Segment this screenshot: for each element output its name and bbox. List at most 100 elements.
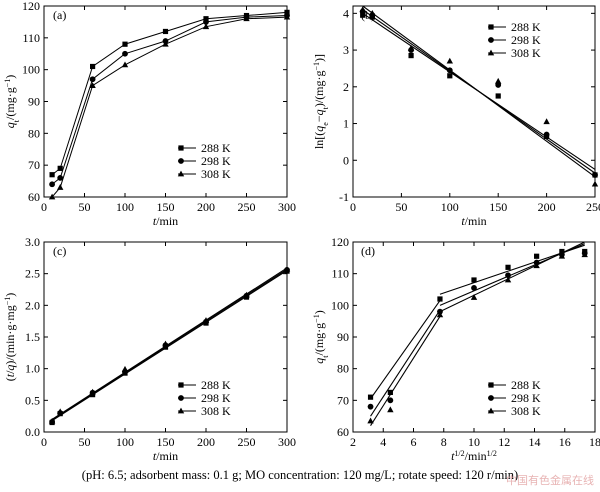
x-axis-label: t1/2/min1/2 xyxy=(451,449,497,464)
data-point xyxy=(48,417,56,424)
data-point xyxy=(57,165,63,171)
panel-d-chart: 2 4 6 8 10 12 14 16 18 60 70 80 90 100 110 120 t1/2/min1… xyxy=(312,235,600,463)
y-tick-label: 0 xyxy=(343,153,349,167)
plot-frame xyxy=(352,241,596,433)
y-tick-label: 2 xyxy=(343,80,349,94)
data-point xyxy=(121,365,129,372)
data-point xyxy=(471,285,477,291)
data-point xyxy=(387,406,394,413)
panel-label: (d) xyxy=(361,244,375,258)
legend-marker xyxy=(487,49,495,56)
data-point xyxy=(57,408,64,415)
legend-marker xyxy=(177,170,185,177)
x-tick-label: 50 xyxy=(395,200,407,214)
data-point xyxy=(49,172,55,178)
y-tick-label: 80 xyxy=(28,126,40,140)
data-point xyxy=(89,388,96,395)
fit-line xyxy=(370,316,441,426)
data-point xyxy=(202,317,210,323)
legend-label: 288 K xyxy=(201,141,231,155)
data-point xyxy=(162,340,169,347)
x-tick-label: 4 xyxy=(380,435,386,449)
y-tick-label: -1 xyxy=(339,190,349,204)
legend-label: 308 K xyxy=(511,46,541,60)
data-point xyxy=(504,276,512,283)
data-point xyxy=(121,61,129,68)
panel-b-chart: 050100150200250-101234t/minln[(qe−qt)/(m… xyxy=(312,5,600,228)
data-point xyxy=(48,193,56,200)
y-tick-label: 60 xyxy=(28,190,40,204)
plot-frame xyxy=(352,5,596,198)
y-tick-label: 120 xyxy=(331,235,349,249)
fit-line xyxy=(370,309,441,417)
y-tick-label: 0.0 xyxy=(25,425,40,439)
legend-label: 288 K xyxy=(201,378,231,392)
data-point xyxy=(534,253,540,259)
data-point xyxy=(90,63,96,70)
data-point xyxy=(505,264,511,270)
y-tick-label: 1 xyxy=(343,117,349,131)
fit-line xyxy=(51,268,288,421)
x-tick-label: 18 xyxy=(589,435,600,449)
data-point xyxy=(367,417,374,424)
panel-label: (c) xyxy=(53,244,66,258)
data-point xyxy=(470,294,478,300)
x-tick-label: 8 xyxy=(441,435,447,449)
data-point xyxy=(203,19,209,25)
x-tick-label: 0 xyxy=(350,200,356,214)
data-point xyxy=(89,76,96,83)
y-tick-label: 60 xyxy=(337,425,349,439)
x-tick-label: 100 xyxy=(441,200,459,214)
data-point xyxy=(591,180,599,187)
legend-label: 308 K xyxy=(201,404,231,418)
y-tick-label: 0.5 xyxy=(25,393,40,407)
y-axis-label: qt/(mg·g−1) xyxy=(3,75,21,128)
y-tick-label: 2.5 xyxy=(25,267,40,281)
fit-line xyxy=(51,270,288,422)
legend-label: 288 K xyxy=(511,378,541,392)
data-point xyxy=(283,265,291,272)
data-point xyxy=(446,57,453,64)
data-point xyxy=(387,389,393,396)
fit-line xyxy=(439,241,585,313)
data-point xyxy=(436,311,444,318)
series-line xyxy=(51,15,288,185)
x-tick-label: 0 xyxy=(41,435,47,449)
y-tick-label: 3.0 xyxy=(25,235,40,249)
data-point xyxy=(543,131,550,138)
data-point xyxy=(407,44,415,51)
y-tick-label: 4 xyxy=(343,6,349,20)
data-point xyxy=(122,41,128,47)
figure-caption: (pH: 6.5; adsorbent mass: 0.1 g; MO conc… xyxy=(81,468,519,482)
y-tick-label: 80 xyxy=(337,362,349,376)
fit-line xyxy=(51,267,288,420)
data-point xyxy=(495,77,502,84)
legend-label: 298 K xyxy=(511,33,541,47)
x-tick-label: 50 xyxy=(79,435,91,449)
data-point xyxy=(581,251,588,258)
x-tick-label: 200 xyxy=(197,435,215,449)
y-tick-label: 1.5 xyxy=(25,330,40,344)
legend-marker xyxy=(488,382,494,388)
y-axis-label: qt/(mg·g−1) xyxy=(312,310,330,363)
legend-marker xyxy=(178,145,184,151)
legend-marker xyxy=(487,407,495,414)
legend-label: 288 K xyxy=(511,20,541,34)
y-tick-label: 100 xyxy=(331,298,349,312)
x-tick-label: 200 xyxy=(538,200,556,214)
data-point xyxy=(360,12,366,18)
data-point xyxy=(243,15,250,22)
x-tick-label: 300 xyxy=(278,435,296,449)
x-tick-label: 300 xyxy=(278,200,296,214)
legend-label: 308 K xyxy=(201,167,231,181)
x-tick-label: 150 xyxy=(489,200,507,214)
y-tick-label: 110 xyxy=(331,267,349,281)
legend-marker xyxy=(488,395,494,401)
data-point xyxy=(367,403,374,410)
data-point xyxy=(408,52,414,59)
x-tick-label: 150 xyxy=(157,200,175,214)
y-tick-label: 90 xyxy=(337,330,349,344)
legend-marker xyxy=(178,158,184,164)
x-tick-label: 12 xyxy=(498,435,510,449)
